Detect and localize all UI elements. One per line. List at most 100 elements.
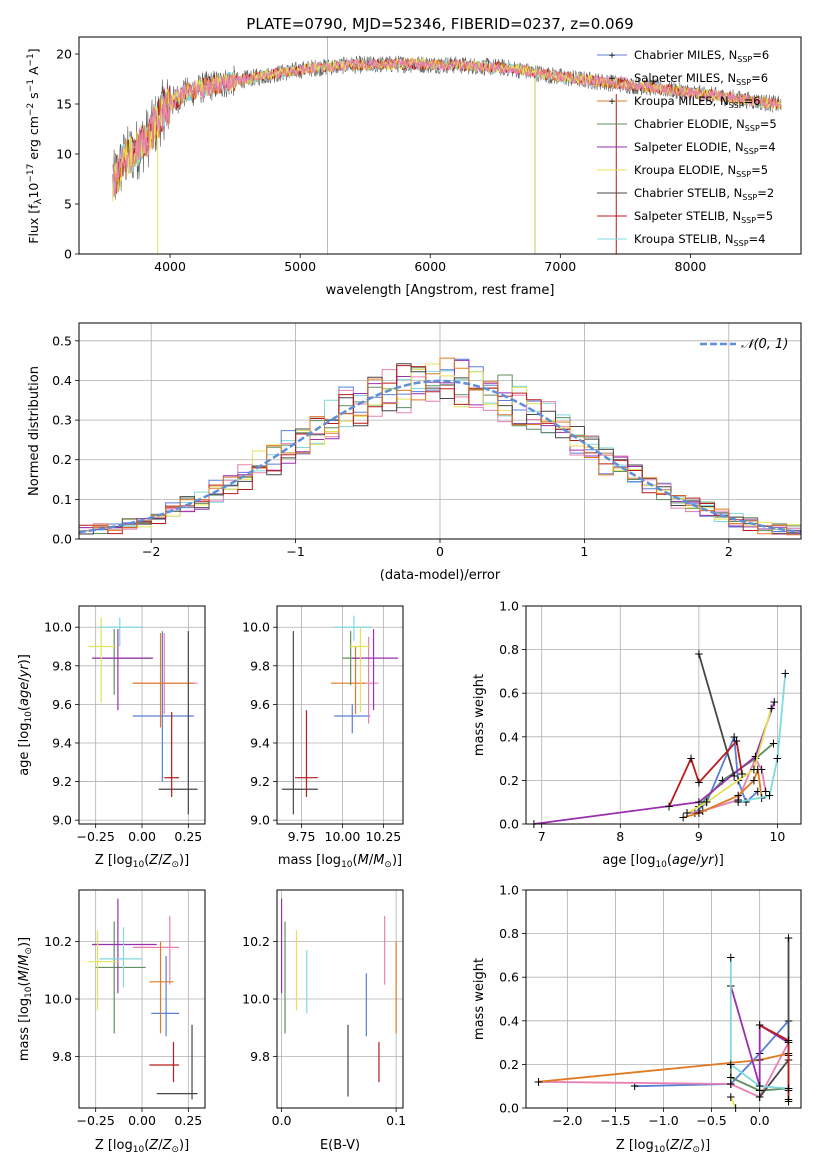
x-tick-label: 4000 <box>154 259 186 274</box>
mass-weight-marker: + <box>732 734 742 748</box>
mass-weight-marker: + <box>783 1092 793 1106</box>
mass-weight-marker: + <box>717 773 727 787</box>
y-tick-label: 9.8 <box>250 658 270 673</box>
y-tick-label: 0.8 <box>499 926 519 941</box>
mass-weight-series <box>729 957 789 1090</box>
figure-title: PLATE=0790, MJD=52346, FIBERID=0237, z=0… <box>246 15 633 33</box>
y-tick-label: 0.2 <box>499 773 519 788</box>
mass-weight-marker: + <box>750 752 760 766</box>
mass-weight-marker: + <box>749 773 759 787</box>
gaussian-legend-label: 𝒩(0, 1) <box>741 337 788 352</box>
mass-weight-marker: + <box>737 767 747 781</box>
x-tick-label: 0.1 <box>386 1113 406 1128</box>
x-tick-label: −0.25 <box>77 829 115 844</box>
weight-vs-age-plot-frame <box>525 605 802 825</box>
y-tick-label: 9.2 <box>250 774 270 789</box>
x-tick-label: −0.5 <box>696 1113 726 1128</box>
panel-age-vs-metallicity: −0.25 0.00 0.25 9.0 9.2 9.4 9.6 9.8 10.0 Z [log1… <box>17 605 206 870</box>
histogram-step-line <box>79 363 801 535</box>
histogram-plot-frame <box>78 322 802 540</box>
y-tick-label: 0.0 <box>499 817 519 832</box>
panel-residual-histogram: −2 −1 0 1 2 0.0 0.1 0.2 0.3 0.4 0.5 (data-model)/e… <box>27 322 802 583</box>
mass-weight-marker: + <box>664 800 674 814</box>
histogram-y-label: Normed distribution <box>27 366 42 496</box>
mass-weight-marker: + <box>757 763 767 777</box>
y-tick-label: 0.5 <box>52 333 72 348</box>
x-tick-label: 10.25 <box>365 829 401 844</box>
mass-weight-marker: + <box>733 789 743 803</box>
spectrum-x-label: wavelength [Angstrom, rest frame] <box>326 283 555 298</box>
y-tick-label: 10.0 <box>44 992 72 1007</box>
y-tick-label: 0.6 <box>499 686 519 701</box>
y-tick-label: 20 <box>56 47 72 62</box>
y-tick-label: 0.1 <box>52 492 72 507</box>
mass-weight-marker: + <box>755 1079 765 1093</box>
mass-weight-marker: + <box>726 1070 736 1084</box>
x-tick-label: 0.25 <box>174 1113 202 1128</box>
mass-weight-marker: + <box>761 784 771 798</box>
mass-weight-series <box>682 769 763 819</box>
y-tick-label: 1.0 <box>499 599 519 614</box>
y-tick-label: 10 <box>56 147 72 162</box>
x-tick-label: −1 <box>286 544 304 559</box>
spectrum-y-label: Flux [fλ10−17 erg cm−2 s−1 A−1] <box>26 48 44 243</box>
histogram-x-label: (data-model)/error <box>380 568 501 583</box>
mass-weight-marker: + <box>690 806 700 820</box>
x-tick-label: 10 <box>769 829 785 844</box>
spectrum-legend: + Chabrier MILES, NSSP=6 + Salpeter MILES, … <box>597 48 777 248</box>
mass-weight-marker: + <box>729 769 739 783</box>
mass-weight-marker: + <box>750 749 760 763</box>
y-tick-label: 9.4 <box>52 735 72 750</box>
histogram-step-line <box>79 359 801 535</box>
x-tick-label: 9 <box>695 829 703 844</box>
x-tick-label: 8 <box>616 829 624 844</box>
mass-weight-marker: + <box>783 1081 793 1095</box>
y-tick-label: 0.0 <box>499 1101 519 1116</box>
y-tick-label: 0.4 <box>499 1013 519 1028</box>
mass-weight-marker: + <box>755 1018 765 1032</box>
mass-vs-ebv-x-label: E(B-V) <box>320 1138 360 1153</box>
mass-weight-marker: + <box>694 647 704 661</box>
x-tick-label: 5000 <box>284 259 316 274</box>
x-tick-label: 0.0 <box>750 1113 770 1128</box>
y-tick-label: 0.4 <box>499 729 519 744</box>
panel-weight-vs-metallicity: −2.0 −1.5 −1.0 −0.5 0.00.00.20.40.60.81.0+ ++… <box>472 883 802 1155</box>
spectrum-data-line <box>112 55 782 200</box>
weight-vs-age-y-label: mass weight <box>472 674 487 756</box>
legend-label: Salpeter ELODIE, NSSP=4 <box>634 140 776 156</box>
mass-vs-Z-plot-frame <box>78 889 206 1109</box>
mass-weight-marker: + <box>780 667 790 681</box>
mass-weight-marker: + <box>768 736 778 750</box>
x-tick-label: 0.25 <box>174 829 202 844</box>
x-tick-label: −1.5 <box>600 1113 630 1128</box>
x-tick-label: 8000 <box>675 259 707 274</box>
mass-weight-marker: + <box>755 1018 765 1032</box>
mass-weight-marker: + <box>694 795 704 809</box>
mass-weight-marker: + <box>533 1075 543 1089</box>
mass-weight-series <box>698 653 736 777</box>
mass-vs-ebv-plot-frame <box>276 889 404 1109</box>
x-tick-label: 0.00 <box>128 1113 156 1128</box>
mass-weight-marker: + <box>726 1057 736 1071</box>
gaussian-curve <box>78 379 802 534</box>
mass-weight-marker: + <box>686 752 696 766</box>
y-tick-label: 15 <box>56 97 72 112</box>
y-tick-label: 0.0 <box>52 532 72 547</box>
weight-vs-Z-y-label: mass weight <box>472 958 487 1040</box>
y-tick-label: 9.8 <box>52 658 72 673</box>
x-tick-label: 6000 <box>414 259 446 274</box>
spectrum-model-line <box>112 58 782 197</box>
y-tick-label: 0.6 <box>499 970 519 985</box>
mass-weight-series <box>668 739 743 807</box>
y-tick-label: 9.6 <box>250 697 270 712</box>
mass-weight-marker: + <box>753 763 763 777</box>
mass-weight-marker: + <box>726 1077 736 1091</box>
y-tick-label: 9.4 <box>250 735 270 750</box>
y-tick-label: 10.0 <box>242 992 270 1007</box>
mass-weight-marker: + <box>682 806 692 820</box>
x-tick-label: 7 <box>538 829 546 844</box>
legend-label: Kroupa MILES, NSSP=6 <box>634 94 760 110</box>
y-tick-label: 0.4 <box>52 373 72 388</box>
x-tick-label: 1 <box>580 544 588 559</box>
mass-weight-marker: + <box>630 1079 640 1093</box>
